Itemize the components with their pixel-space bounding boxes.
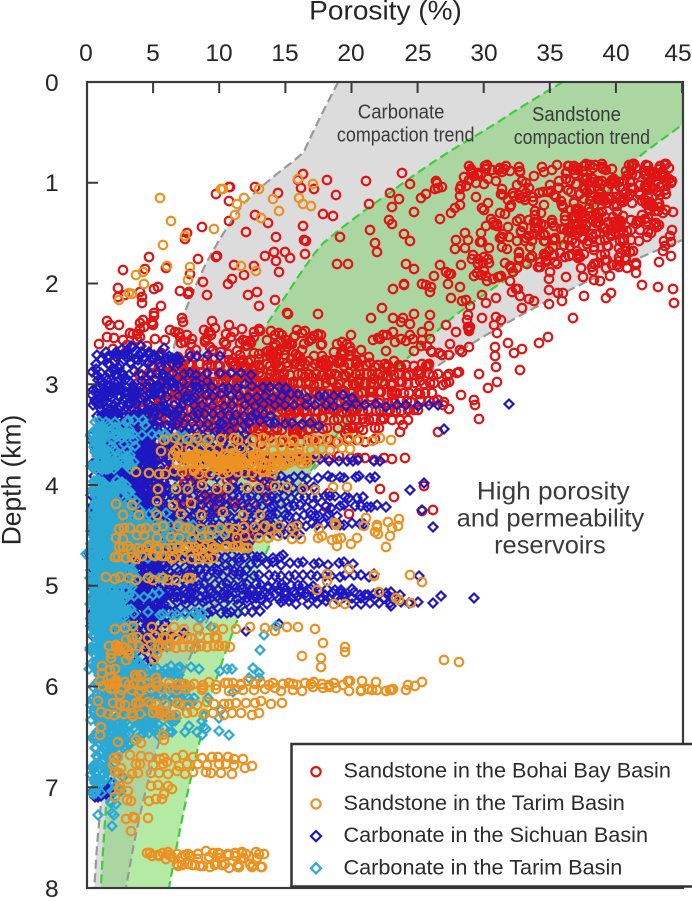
svg-text:0: 0 bbox=[45, 70, 59, 97]
svg-text:20: 20 bbox=[337, 40, 364, 67]
svg-text:10: 10 bbox=[205, 40, 232, 67]
svg-text:35: 35 bbox=[536, 40, 563, 67]
svg-text:4: 4 bbox=[45, 473, 59, 500]
svg-text:2: 2 bbox=[45, 271, 59, 298]
svg-text:Porosity (%): Porosity (%) bbox=[309, 0, 462, 26]
svg-text:and permeability: and permeability bbox=[457, 505, 645, 533]
svg-text:15: 15 bbox=[271, 40, 298, 67]
svg-text:8: 8 bbox=[45, 876, 59, 901]
svg-text:40: 40 bbox=[602, 40, 629, 67]
svg-text:7: 7 bbox=[45, 775, 59, 802]
svg-text:5: 5 bbox=[146, 40, 160, 67]
svg-text:6: 6 bbox=[45, 674, 59, 701]
svg-text:5: 5 bbox=[45, 573, 59, 600]
svg-text:Depth (km): Depth (km) bbox=[0, 415, 26, 546]
svg-text:reservoirs: reservoirs bbox=[494, 532, 606, 560]
svg-text:compaction trend: compaction trend bbox=[337, 124, 475, 146]
svg-text:Sandstone in the Tarim Basin: Sandstone in the Tarim Basin bbox=[344, 791, 625, 815]
svg-text:Carbonate: Carbonate bbox=[358, 101, 445, 123]
svg-text:25: 25 bbox=[404, 40, 431, 67]
svg-text:1: 1 bbox=[45, 170, 59, 197]
svg-text:30: 30 bbox=[470, 40, 497, 67]
svg-text:compaction trend: compaction trend bbox=[514, 127, 650, 149]
svg-text:Sandstone: Sandstone bbox=[532, 104, 621, 126]
svg-text:3: 3 bbox=[45, 372, 59, 399]
svg-text:Carbonate in the Tarim Basin: Carbonate in the Tarim Basin bbox=[344, 855, 623, 879]
svg-text:45: 45 bbox=[664, 40, 691, 67]
svg-text:Carbonate in the Sichuan Basin: Carbonate in the Sichuan Basin bbox=[344, 823, 649, 847]
svg-text:High porosity: High porosity bbox=[477, 478, 630, 506]
svg-text:0: 0 bbox=[79, 40, 93, 67]
svg-text:Sandstone in the Bohai Bay Bas: Sandstone in the Bohai Bay Basin bbox=[344, 759, 671, 783]
